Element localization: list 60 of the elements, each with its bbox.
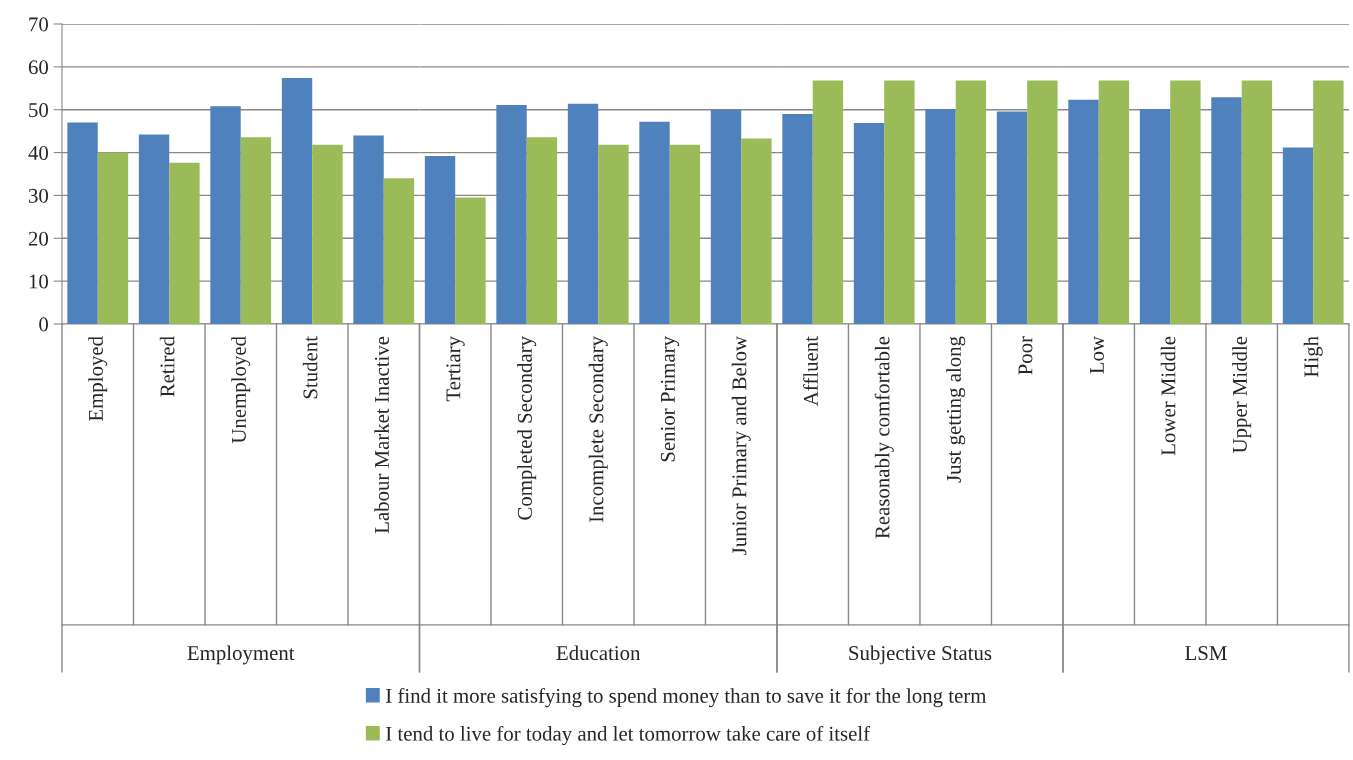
bar (240, 137, 272, 324)
bar (1241, 80, 1273, 324)
bar (1068, 99, 1099, 324)
bar (383, 178, 415, 324)
x-tick-label: Lower Middle (1160, 336, 1176, 456)
x-tick-label: Low (1090, 336, 1104, 374)
bar (598, 144, 629, 324)
x-tick-label: Just getting along (946, 336, 966, 483)
bar (353, 135, 384, 324)
bar (1282, 147, 1314, 324)
x-tick-label: Affluent (803, 336, 818, 407)
legend-label: I find it more satisfying to spend money than to save it for the long term (386, 687, 987, 708)
x-tick-label: Unemployed (231, 336, 251, 444)
y-tick-label: 20 (28, 231, 49, 246)
bar (424, 156, 456, 324)
x-axis-title: Subjective Status (849, 645, 992, 665)
bar (526, 137, 558, 324)
x-tick-label: Junior Primary and Below (731, 336, 751, 555)
bar (67, 122, 98, 324)
bar (1098, 80, 1130, 324)
x-tick-label: Incomplete Secondary (588, 336, 608, 523)
bar (1313, 80, 1344, 324)
x-tick-label: Retired (159, 336, 175, 397)
bar (138, 134, 170, 324)
bar (639, 121, 670, 324)
x-tick-label: Tertiary (446, 336, 465, 402)
x-tick-label: Poor (1018, 336, 1033, 375)
x-tick-label: Senior Primary (660, 336, 680, 462)
x-tick-label: Completed Secondary (517, 336, 537, 520)
y-tick-label: 40 (28, 145, 49, 160)
bar (455, 197, 486, 324)
bar (496, 105, 527, 324)
y-tick-label: 70 (29, 17, 49, 32)
y-tick-label: 0 (39, 317, 49, 332)
x-tick-label: Labour Market Inactive (374, 336, 389, 534)
y-tick-label: 60 (28, 60, 49, 75)
legend-label: I tend to live for today and let tomorrow take care of itself (386, 725, 871, 746)
x-tick-label: Upper Middle (1232, 336, 1252, 454)
bar (1211, 97, 1242, 324)
bar (710, 109, 742, 324)
bar (1139, 109, 1171, 324)
bar (567, 103, 599, 324)
x-tick-label: Employed (88, 336, 108, 422)
bar (97, 152, 129, 324)
x-tick-label: Student (302, 336, 318, 399)
bar (210, 106, 241, 324)
bar (669, 144, 701, 324)
x-tick-label: Reasonably comfortable (874, 336, 894, 539)
x-axis-title: LSM (1185, 646, 1227, 661)
bar (1170, 80, 1201, 324)
x-axis-title: Employment (187, 645, 295, 665)
bar (312, 144, 343, 324)
y-tick-label: 10 (29, 274, 49, 289)
bar (281, 78, 313, 324)
x-axis-title: Education (556, 645, 641, 661)
bar (169, 162, 200, 324)
x-tick-label: High (1303, 336, 1323, 378)
y-tick-label: 30 (28, 188, 49, 203)
bar (741, 138, 772, 324)
y-tick-label: 50 (29, 103, 49, 118)
